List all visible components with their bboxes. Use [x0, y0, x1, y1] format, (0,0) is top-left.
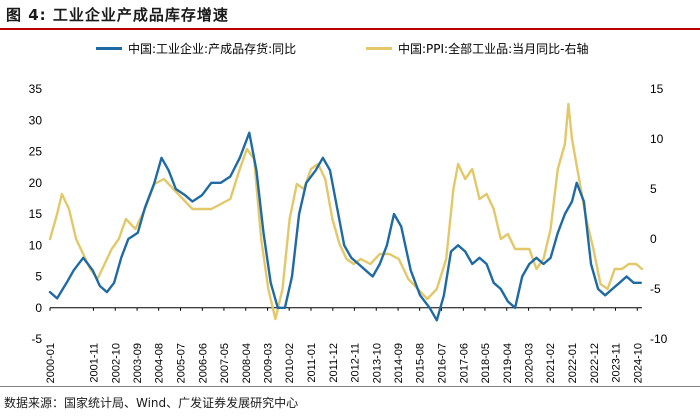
- left-axis-tick-label: 20: [29, 176, 43, 190]
- series-line-ppi-yoy: [48, 102, 644, 321]
- x-axis-tick-label: 2018-05: [480, 343, 492, 383]
- left-axis-tick-label: 10: [29, 238, 43, 252]
- legend-item-ppi: 中国:PPI:全部工业品:当月同比-右轴: [366, 40, 588, 57]
- x-axis-tick-label: 2014-09: [393, 343, 405, 383]
- left-axis-tick-label: 5: [35, 270, 42, 284]
- left-axis-tick-label: 30: [29, 113, 43, 127]
- chart-title: 图 4: 工业企业产成品库存增速: [6, 4, 229, 25]
- right-axis-tick-label: -5: [650, 282, 661, 296]
- x-axis-tick-label: 2004-08: [154, 343, 166, 383]
- left-axis-tick-label: -5: [31, 332, 42, 346]
- x-axis-tick-label: 2011-01: [306, 343, 318, 383]
- legend-item-inventory: 中国:工业企业:产成品存货:同比: [96, 40, 296, 57]
- left-axis-tick-label: 15: [29, 207, 43, 221]
- source-note: 数据来源：国家统计局、Wind、广发证券发展研究中心: [4, 396, 299, 410]
- series-line-inventory-yoy: [48, 131, 642, 322]
- legend-swatch-inventory: [96, 47, 122, 50]
- x-axis-tick-label: 2001-11: [88, 343, 100, 383]
- left-axis-tick-label: 0: [35, 301, 42, 315]
- x-axis-tick-label: 2013-10: [371, 343, 383, 383]
- x-axis-tick-label: 2005-07: [176, 343, 188, 383]
- x-axis-tick-label: 2011-12: [328, 343, 340, 383]
- title-text: 工业企业产成品库存增速: [52, 6, 229, 24]
- right-axis-tick-label: 5: [650, 182, 657, 196]
- title-rule: [0, 28, 700, 30]
- legend-swatch-ppi: [366, 47, 392, 50]
- right-axis-tick-label: 10: [650, 132, 664, 146]
- legend-label-inventory: 中国:工业企业:产成品存货:同比: [128, 42, 297, 56]
- x-axis-tick-label: 2007-05: [219, 343, 231, 383]
- x-axis-tick-label: 2003-09: [132, 343, 144, 383]
- figure-label: 图 4:: [6, 6, 47, 24]
- x-axis-tick-label: 2022-01: [567, 343, 579, 383]
- x-axis-tick-label: 2020-03: [524, 343, 536, 383]
- x-axis-tick-label: 2021-02: [545, 343, 557, 383]
- left-axis-tick-label: 35: [29, 82, 43, 96]
- x-axis-tick-label: 2000-01: [45, 343, 57, 383]
- x-axis-tick-label: 2009-03: [263, 343, 275, 383]
- title-bar: 图 4: 工业企业产成品库存增速: [0, 0, 700, 30]
- x-axis-tick-label: 2022-12: [589, 343, 601, 383]
- x-axis-tick-label: 2023-11: [610, 343, 622, 383]
- right-axis-tick-label: 0: [650, 232, 657, 246]
- right-axis-tick-label: -10: [650, 332, 668, 346]
- x-axis-tick-label: 2010-02: [284, 343, 296, 383]
- x-axis-tick-label: 2006-06: [197, 343, 209, 383]
- x-axis-tick-label: 2012-11: [349, 343, 361, 383]
- legend-label-ppi: 中国:PPI:全部工业品:当月同比-右轴: [398, 42, 589, 56]
- x-axis-tick-label: 2016-07: [437, 343, 449, 383]
- right-axis-tick-label: 15: [650, 82, 664, 96]
- x-axis-tick-label: 2024-10: [632, 343, 644, 383]
- legend: 中国:工业企业:产成品存货:同比 中国:PPI:全部工业品:当月同比-右轴: [0, 40, 700, 60]
- left-axis-tick-label: 25: [29, 145, 43, 159]
- x-axis-tick-label: 2017-06: [458, 343, 470, 383]
- x-axis-tick-label: 2015-08: [415, 343, 427, 383]
- x-axis-tick-label: 2002-10: [110, 343, 122, 383]
- x-axis-tick-label: 2008-04: [241, 343, 253, 383]
- x-axis-tick-label: 2019-04: [502, 343, 514, 383]
- source-rule: [0, 386, 700, 387]
- chart-plot: -5 0 5 10 15 20 25 30 35 -10 -5 0 5 10 15 2000-01 2001-1…: [29, 82, 668, 383]
